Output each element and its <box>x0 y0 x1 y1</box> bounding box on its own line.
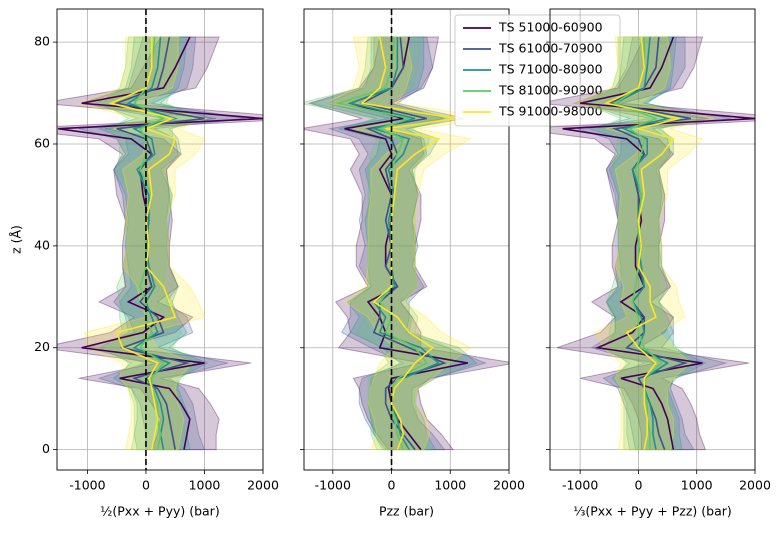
x-tick-label: 0 <box>142 478 150 493</box>
y-tick-label: 0 <box>42 441 50 456</box>
error-band <box>572 36 732 451</box>
x-tick-label: 0 <box>388 478 396 493</box>
y-tick-label: 80 <box>34 34 50 49</box>
x-tick-label: -1000 <box>69 478 105 493</box>
x-tick-label: -1000 <box>562 478 598 493</box>
error-band <box>325 36 488 451</box>
x-tick-label: 0 <box>634 478 642 493</box>
series-line <box>603 36 680 450</box>
x-axis-label: Pzz (bar) <box>379 504 434 519</box>
x-axis-label: ⅓(Pxx + Pyy + Pzz) (bar) <box>573 504 732 519</box>
series-line <box>126 36 179 450</box>
axes-frame <box>56 8 264 471</box>
series-line <box>562 36 755 450</box>
x-tick-label: 2000 <box>739 478 771 493</box>
legend-box <box>454 14 621 127</box>
x-tick-label: 2000 <box>493 478 525 493</box>
x-tick-label: 1000 <box>434 478 466 493</box>
axes-frame <box>303 8 510 471</box>
series-line <box>359 36 447 451</box>
plot-area <box>304 9 509 470</box>
y-tick-label: 40 <box>34 237 50 252</box>
error-band <box>572 36 715 451</box>
x-tick-label: -1000 <box>315 478 351 493</box>
error-band <box>304 36 466 451</box>
x-tick-label: 1000 <box>681 478 713 493</box>
error-band <box>325 36 495 451</box>
y-tick-label: 20 <box>34 339 50 354</box>
axes-frame <box>549 8 756 471</box>
x-axis-label: ½(Pxx + Pyy) (bar) <box>100 504 219 519</box>
plot-area <box>550 9 755 470</box>
y-tick-label: 60 <box>34 135 50 150</box>
x-tick-label: 1000 <box>189 478 221 493</box>
x-tick-label: 2000 <box>247 478 279 493</box>
plot-area <box>57 9 263 470</box>
y-axis-label: z (Å) <box>9 225 24 254</box>
